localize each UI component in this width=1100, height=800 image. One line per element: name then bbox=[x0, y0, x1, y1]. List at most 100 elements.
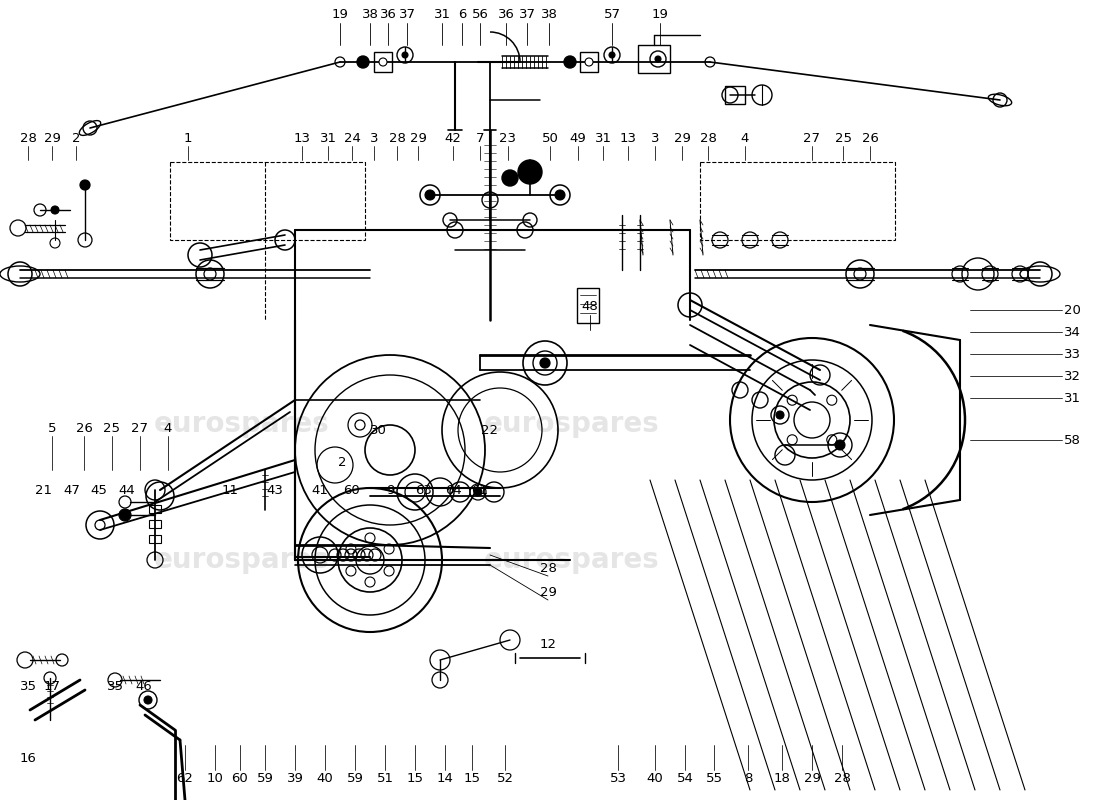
Text: 23: 23 bbox=[499, 131, 517, 145]
Text: 16: 16 bbox=[20, 751, 36, 765]
Text: 25: 25 bbox=[835, 131, 851, 145]
Text: 36: 36 bbox=[497, 9, 515, 22]
Text: 28: 28 bbox=[540, 562, 557, 574]
Text: 28: 28 bbox=[388, 131, 406, 145]
Circle shape bbox=[51, 206, 59, 214]
Bar bbox=[580, 52, 598, 72]
Circle shape bbox=[776, 411, 784, 419]
Circle shape bbox=[502, 170, 518, 186]
Text: 49: 49 bbox=[570, 131, 586, 145]
Bar bbox=[725, 86, 745, 104]
Text: 4: 4 bbox=[164, 422, 173, 434]
Text: 57: 57 bbox=[604, 9, 620, 22]
Circle shape bbox=[585, 58, 593, 66]
Text: 60: 60 bbox=[343, 483, 361, 497]
Text: 25: 25 bbox=[103, 422, 121, 434]
Text: 39: 39 bbox=[287, 771, 304, 785]
Text: 42: 42 bbox=[444, 131, 461, 145]
Text: 54: 54 bbox=[676, 771, 693, 785]
Bar bbox=[578, 288, 600, 323]
Text: 3: 3 bbox=[651, 131, 659, 145]
Text: 14: 14 bbox=[437, 771, 453, 785]
Text: 59: 59 bbox=[256, 771, 274, 785]
Text: 6: 6 bbox=[458, 9, 466, 22]
Text: 18: 18 bbox=[773, 771, 791, 785]
Text: 29: 29 bbox=[409, 131, 427, 145]
Text: 45: 45 bbox=[90, 483, 108, 497]
Circle shape bbox=[80, 180, 90, 190]
Circle shape bbox=[379, 58, 387, 66]
Text: 64: 64 bbox=[446, 483, 462, 497]
Text: 46: 46 bbox=[135, 679, 153, 693]
Text: 28: 28 bbox=[834, 771, 850, 785]
Text: 52: 52 bbox=[496, 771, 514, 785]
Text: 20: 20 bbox=[1064, 303, 1080, 317]
Text: 2: 2 bbox=[72, 131, 80, 145]
Text: 31: 31 bbox=[1064, 391, 1080, 405]
Bar bbox=[374, 52, 392, 72]
Text: 48: 48 bbox=[582, 301, 598, 314]
Text: 10: 10 bbox=[207, 771, 223, 785]
Text: 3: 3 bbox=[370, 131, 378, 145]
Text: 28: 28 bbox=[700, 131, 716, 145]
Text: 35: 35 bbox=[20, 679, 36, 693]
Text: eurospares: eurospares bbox=[154, 546, 330, 574]
Circle shape bbox=[564, 56, 576, 68]
Bar bbox=[148, 535, 161, 543]
Text: 27: 27 bbox=[803, 131, 821, 145]
Text: 38: 38 bbox=[540, 9, 558, 22]
Circle shape bbox=[609, 52, 615, 58]
Circle shape bbox=[654, 56, 661, 62]
Text: 26: 26 bbox=[76, 422, 92, 434]
Circle shape bbox=[518, 160, 542, 184]
Circle shape bbox=[144, 696, 152, 704]
Bar bbox=[638, 45, 670, 73]
Text: 40: 40 bbox=[647, 771, 663, 785]
Text: 33: 33 bbox=[1064, 347, 1080, 361]
Text: 15: 15 bbox=[463, 771, 481, 785]
Circle shape bbox=[556, 190, 565, 200]
Bar bbox=[170, 162, 365, 240]
Text: 53: 53 bbox=[609, 771, 627, 785]
Circle shape bbox=[358, 56, 368, 68]
Text: 24: 24 bbox=[343, 131, 361, 145]
Text: 30: 30 bbox=[370, 423, 386, 437]
Text: 13: 13 bbox=[619, 131, 637, 145]
Text: 1: 1 bbox=[184, 131, 192, 145]
Text: 31: 31 bbox=[433, 9, 451, 22]
Text: 61: 61 bbox=[472, 483, 488, 497]
Text: 11: 11 bbox=[221, 483, 239, 497]
Text: eurospares: eurospares bbox=[154, 410, 330, 438]
Text: 34: 34 bbox=[1064, 326, 1080, 338]
Text: 44: 44 bbox=[119, 483, 135, 497]
Text: 21: 21 bbox=[34, 483, 52, 497]
Text: eurospares: eurospares bbox=[484, 546, 660, 574]
Bar bbox=[148, 505, 161, 513]
Circle shape bbox=[119, 509, 131, 521]
Text: 29: 29 bbox=[540, 586, 557, 598]
Text: 29: 29 bbox=[44, 131, 60, 145]
Text: 56: 56 bbox=[472, 9, 488, 22]
Text: 37: 37 bbox=[398, 9, 416, 22]
Text: 29: 29 bbox=[804, 771, 821, 785]
Text: eurospares: eurospares bbox=[484, 410, 660, 438]
Text: 31: 31 bbox=[594, 131, 612, 145]
Text: 2: 2 bbox=[338, 455, 346, 469]
Circle shape bbox=[402, 52, 408, 58]
Text: 28: 28 bbox=[20, 131, 36, 145]
Text: 9: 9 bbox=[386, 483, 394, 497]
Bar bbox=[148, 520, 161, 528]
Text: 63: 63 bbox=[416, 483, 432, 497]
Text: 36: 36 bbox=[379, 9, 396, 22]
Circle shape bbox=[425, 190, 435, 200]
Circle shape bbox=[835, 440, 845, 450]
Text: 55: 55 bbox=[705, 771, 723, 785]
Text: 22: 22 bbox=[482, 423, 498, 437]
Text: 60: 60 bbox=[232, 771, 249, 785]
Text: 62: 62 bbox=[177, 771, 194, 785]
Text: 13: 13 bbox=[294, 131, 310, 145]
Text: 27: 27 bbox=[132, 422, 148, 434]
Text: 35: 35 bbox=[107, 679, 123, 693]
Text: 5: 5 bbox=[47, 422, 56, 434]
Text: 12: 12 bbox=[539, 638, 557, 651]
